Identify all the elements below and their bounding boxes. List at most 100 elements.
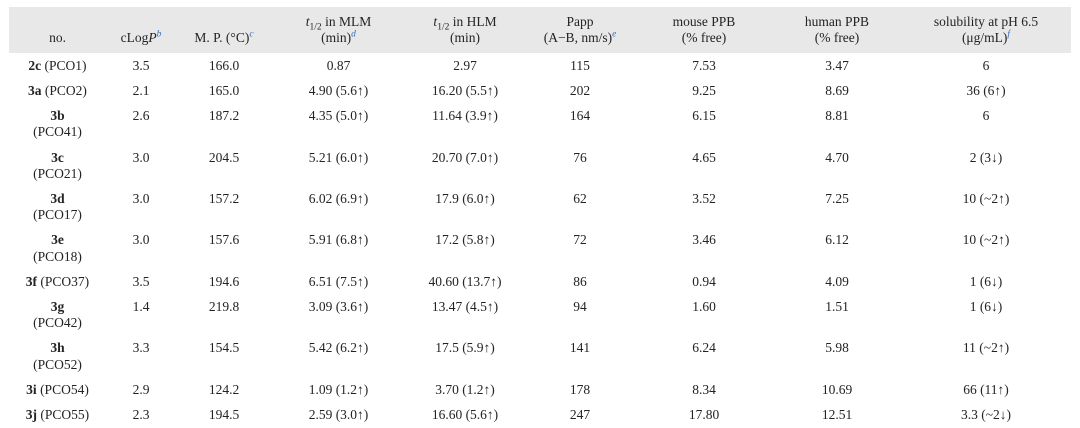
cell-clogp: 3.0 xyxy=(132,191,150,206)
cell-mlm: 5.91 (6.8↑) xyxy=(308,232,369,248)
compound-cell: 3j (PCO55) xyxy=(9,402,106,427)
compound-id: 3i xyxy=(26,381,37,397)
cell-mp: 154.5 xyxy=(208,340,240,356)
cell-solubility: 3.3 (~2↓) xyxy=(960,406,1012,422)
table-row: 3j (PCO55) 2.3 194.5 2.59 (3.0↑) 16.60 (5.6↑… xyxy=(9,402,1071,427)
compound-id: 3f xyxy=(25,273,38,289)
table-row: 3d (PCO17) 3.0 157.2 6.02 (6.9↑) 17.9 (6.0↑) 6… xyxy=(9,187,1071,228)
cell-mp: 219.8 xyxy=(208,298,240,314)
cell-human_ppb: 4.09 xyxy=(825,273,849,289)
compound-cell: 3i (PCO54) xyxy=(9,377,106,402)
cell-clogp: 2.9 xyxy=(132,381,150,397)
cell-solubility: 10 (~2↑) xyxy=(962,191,1010,206)
cell-hlm: 13.47 (4.5↑) xyxy=(431,298,499,314)
pharmacokinetics-table: no. cLogPb M. P. (°C)c t1/2 in MLM (min)d… xyxy=(9,7,1071,428)
compound-cell: 3a (PCO2) xyxy=(9,79,106,104)
cell-clogp: 2.1 xyxy=(132,83,150,99)
cell-mlm: 6.51 (7.5↑) xyxy=(308,273,369,289)
compound-pco-code: (PCO37) xyxy=(40,273,90,289)
cell-mlm: 1.09 (1.2↑) xyxy=(308,381,369,397)
col-header-human-ppb: human PPB (% free) xyxy=(773,7,901,54)
cell-mouse_ppb: 7.53 xyxy=(692,57,716,73)
cell-mp: 194.5 xyxy=(208,406,240,422)
compound-cell: 2c (PCO1) xyxy=(9,53,106,78)
compound-pco-code: (PCO52) xyxy=(33,356,82,372)
compound-cell: 3e (PCO18) xyxy=(9,228,106,269)
col-header-no-label: no. xyxy=(49,30,66,46)
compound-cell: 3f (PCO37) xyxy=(9,269,106,294)
cell-papp: 202 xyxy=(569,83,591,99)
cell-solubility: 36 (6↑) xyxy=(966,83,1006,99)
cell-mouse_ppb: 6.24 xyxy=(692,340,716,356)
cell-hlm: 16.20 (5.5↑) xyxy=(431,83,499,99)
col-header-no: no. xyxy=(9,7,106,54)
footnote-f: f xyxy=(1007,29,1011,40)
table-body: 2c (PCO1) 3.5 166.0 0.87 2.97 115 7.53 3.47 6 3a … xyxy=(9,53,1071,427)
compound-pco-code: (PCO55) xyxy=(40,406,90,422)
cell-mp: 194.6 xyxy=(208,273,240,289)
compound-pco-code: (PCO54) xyxy=(40,381,89,397)
footnote-c: c xyxy=(249,29,254,40)
compound-cell: 3h (PCO52) xyxy=(9,336,106,377)
cell-solubility: 6 xyxy=(982,108,990,124)
cell-solubility: 6 xyxy=(982,57,990,73)
cell-mouse_ppb: 6.15 xyxy=(692,108,716,124)
table-row: 3i (PCO54) 2.9 124.2 1.09 (1.2↑) 3.70 (1.2↑)… xyxy=(9,377,1071,402)
table-row: 3a (PCO2) 2.1 165.0 4.90 (5.6↑) 16.20 (5.5↑)… xyxy=(9,79,1071,104)
cell-clogp: 3.5 xyxy=(132,273,150,289)
cell-papp: 76 xyxy=(573,149,587,165)
cell-mlm: 4.35 (5.0↑) xyxy=(308,108,369,124)
cell-human_ppb: 8.81 xyxy=(825,108,849,124)
cell-human_ppb: 12.51 xyxy=(821,406,853,422)
compound-pco-code: (PCO21) xyxy=(33,165,82,181)
cell-human_ppb: 3.47 xyxy=(825,57,849,73)
cell-hlm: 16.60 (5.6↑) xyxy=(431,406,499,422)
compound-cell: 3g (PCO42) xyxy=(9,294,106,335)
footnote-e: e xyxy=(612,29,617,40)
cell-hlm: 2.97 xyxy=(453,57,477,73)
cell-human_ppb: 8.69 xyxy=(825,83,849,99)
compound-id: 3g xyxy=(50,298,65,314)
footnote-d: d xyxy=(351,29,356,40)
cell-solubility: 1 (6↓) xyxy=(969,298,1003,314)
cell-hlm: 17.5 (5.9↑) xyxy=(435,340,495,356)
cell-papp: 62 xyxy=(573,191,587,206)
cell-mp: 157.6 xyxy=(208,232,240,248)
cell-mouse_ppb: 8.34 xyxy=(692,381,716,397)
table-row: 3c (PCO21) 3.0 204.5 5.21 (6.0↑) 20.70 (7.0↑)… xyxy=(9,145,1071,186)
compound-id: 3a xyxy=(28,83,42,99)
cell-human_ppb: 10.69 xyxy=(821,381,853,397)
cell-papp: 94 xyxy=(573,298,587,314)
cell-clogp: 3.0 xyxy=(132,149,150,165)
cell-mp: 165.0 xyxy=(208,83,240,99)
cell-solubility: 11 (~2↑) xyxy=(962,340,1010,356)
table-row: 3e (PCO18) 3.0 157.6 5.91 (6.8↑) 17.2 (5.8↑) 7… xyxy=(9,228,1071,269)
cell-mlm: 4.90 (5.6↑) xyxy=(308,83,369,99)
cell-hlm: 3.70 (1.2↑) xyxy=(435,381,495,397)
table-row: 3h (PCO52) 3.3 154.5 5.42 (6.2↑) 17.5 (5.9↑) 1… xyxy=(9,336,1071,377)
compound-cell: 3d (PCO17) xyxy=(9,187,106,228)
cell-human_ppb: 4.70 xyxy=(825,149,849,165)
cell-mouse_ppb: 1.60 xyxy=(692,298,716,314)
compound-id: 2c xyxy=(28,57,42,73)
compound-id: 3e xyxy=(51,232,64,248)
cell-human_ppb: 5.98 xyxy=(825,340,849,356)
cell-clogp: 1.4 xyxy=(132,298,150,314)
cell-mp: 124.2 xyxy=(208,381,240,397)
cell-solubility: 66 (11↑) xyxy=(963,381,1009,397)
cell-mouse_ppb: 0.94 xyxy=(692,273,716,289)
cell-papp: 115 xyxy=(570,57,590,73)
cell-mp: 166.0 xyxy=(208,57,240,73)
col-header-t-half-mlm: t1/2 in MLM (min)d xyxy=(272,7,405,54)
cell-papp: 141 xyxy=(569,340,591,356)
compound-pco-code: (PCO18) xyxy=(33,248,82,264)
cell-mouse_ppb: 3.46 xyxy=(692,232,716,248)
cell-clogp: 3.0 xyxy=(132,232,150,248)
cell-clogp: 2.3 xyxy=(132,406,150,422)
footnote-b: b xyxy=(156,29,162,40)
cell-hlm: 11.64 (3.9↑) xyxy=(432,108,498,124)
cell-human_ppb: 1.51 xyxy=(825,298,849,314)
compound-pco-code: (PCO42) xyxy=(33,315,82,331)
col-header-papp: Papp (A−B, nm/s)e xyxy=(525,7,635,54)
